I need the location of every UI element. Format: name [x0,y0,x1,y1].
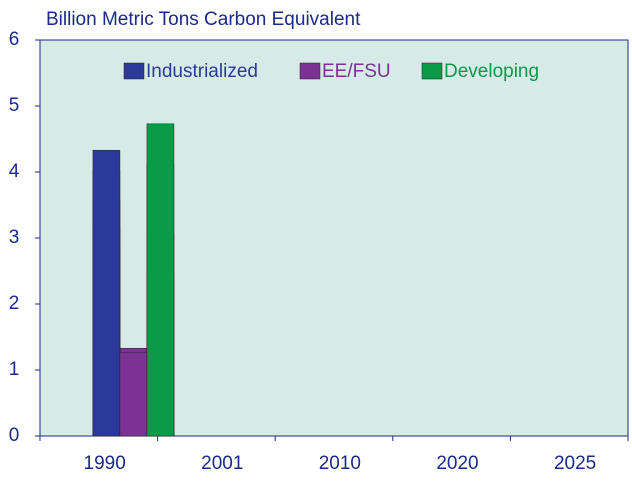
bar [119,351,148,437]
x-tick-label: 2010 [319,453,361,474]
y-tick-label: 5 [9,95,20,116]
legend-swatch [123,62,145,80]
y-tick-label: 1 [9,359,20,380]
y-tick-label: 3 [9,227,20,248]
legend-swatch [421,62,443,80]
bar [146,123,175,437]
legend-label: Developing [444,61,539,82]
x-tick-label: 2020 [436,453,478,474]
legend-swatch [299,62,321,80]
x-tick-label: 2025 [554,453,596,474]
y-tick-label: 4 [9,161,20,182]
y-tick-label: 0 [9,425,20,446]
legend-label: EE/FSU [322,61,391,82]
y-tick-label: 2 [9,293,20,314]
legend-label: Industrialized [146,61,258,82]
bar [92,149,121,437]
y-tick-label: 6 [9,29,20,50]
x-tick-label: 1990 [84,453,126,474]
y-axis-label: Billion Metric Tons Carbon Equivalent [46,9,361,30]
x-tick-label: 2001 [201,453,243,474]
